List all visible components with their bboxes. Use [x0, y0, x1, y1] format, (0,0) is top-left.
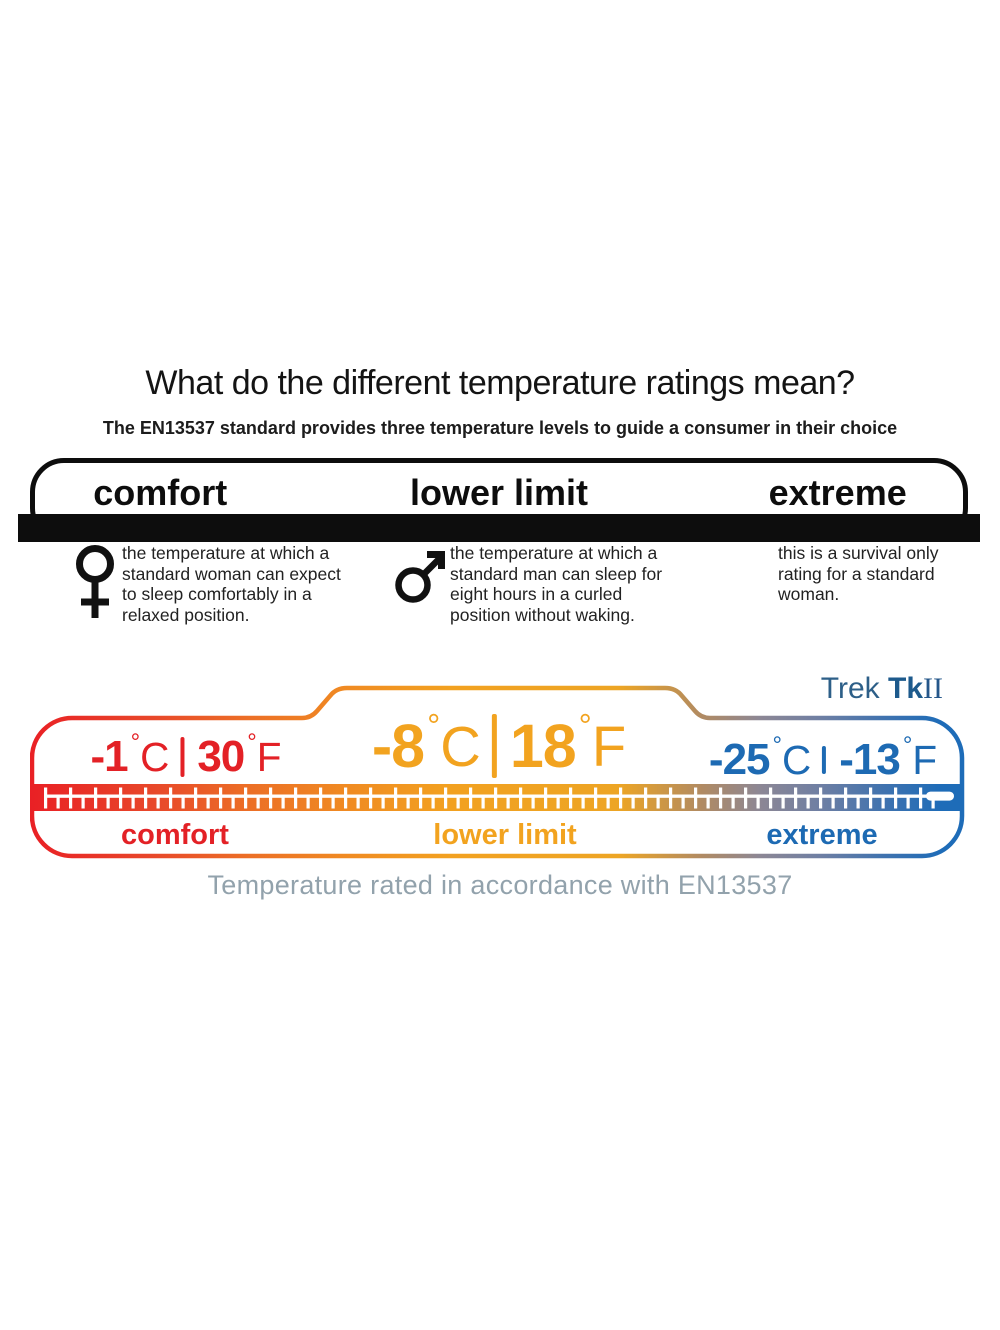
lower-limit-temperature: -8 ° C 18 ° F	[371, 707, 626, 781]
comfort-zone-label: comfort	[121, 819, 229, 851]
degree-symbol: °	[427, 707, 440, 744]
degree-symbol: °	[247, 729, 256, 756]
extreme-temperature: -25 ° C -13 ° F	[708, 732, 937, 785]
scale-tip	[926, 791, 954, 801]
thermometer-outline	[30, 685, 965, 859]
comfort-temperature: -1 ° C 30 ° F	[90, 729, 282, 782]
lower-limit-description: the temperature at which a standard man …	[450, 543, 663, 625]
separator-bar	[180, 737, 185, 777]
lower-limit-fahrenheit-value: 18	[509, 712, 577, 780]
product-prefix: Trek	[820, 672, 888, 705]
celsius-unit: C	[440, 714, 481, 778]
scale-ticks	[44, 784, 940, 811]
fahrenheit-unit: F	[256, 733, 282, 780]
thermometer-diagram: -1 ° C 30 ° F -8 ° C 18 ° F -25 ° C -13 ° F comfort low…	[30, 680, 966, 865]
product-name: Trek TkII	[821, 672, 943, 706]
male-icon	[394, 547, 448, 610]
fahrenheit-unit: F	[912, 736, 937, 783]
separator-bar	[822, 746, 827, 774]
page-subtitle: The EN13537 standard provides three temp…	[102, 418, 898, 438]
degree-symbol: °	[902, 732, 912, 759]
celsius-unit: C	[140, 733, 169, 780]
footer-note: Temperature rated in accordance with EN1…	[207, 870, 793, 900]
product-model: Tk	[888, 672, 924, 705]
celsius-unit: C	[782, 736, 811, 783]
female-icon	[72, 544, 118, 631]
page-title: What do the different temperature rating…	[145, 364, 855, 402]
lower-limit-zone-label: lower limit	[433, 819, 577, 851]
comfort-description: the temperature at which a standard woma…	[122, 543, 341, 625]
degree-symbol: °	[130, 729, 140, 756]
ratings-header-row: comfort lower limit extreme	[35, 463, 963, 519]
comfort-celsius-value: -1	[90, 732, 128, 781]
extreme-fahrenheit-value: -13	[839, 735, 901, 784]
header-extreme-label: extreme	[768, 472, 907, 513]
extreme-description: this is a survival only rating for a sta…	[778, 543, 939, 604]
header-comfort-label: comfort	[93, 472, 228, 513]
black-divider-bar	[18, 514, 980, 542]
lower-limit-celsius-value: -8	[371, 712, 425, 780]
degree-symbol: °	[578, 707, 592, 744]
fahrenheit-unit: F	[591, 714, 626, 778]
thermometer-shape	[30, 685, 965, 859]
degree-symbol: °	[772, 732, 782, 759]
header-lower-limit-label: lower limit	[409, 472, 588, 513]
extreme-celsius-value: -25	[708, 735, 771, 784]
separator-bar	[491, 714, 497, 778]
comfort-fahrenheit-value: 30	[197, 732, 245, 781]
extreme-zone-label: extreme	[766, 819, 878, 851]
product-series: II	[923, 672, 943, 705]
